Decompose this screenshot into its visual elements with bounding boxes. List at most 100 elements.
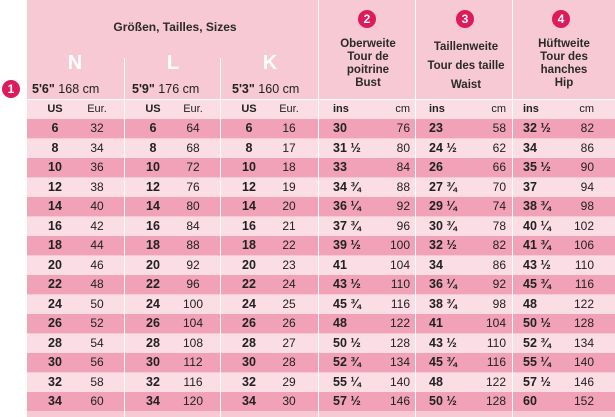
cell-n-eur: 34 — [90, 140, 104, 155]
cell-hip-cm: 152 — [573, 394, 594, 408]
table-row: 20 46 20 92 20 23 41 104 34 86 43 ½ 110 — [27, 255, 615, 275]
cell-waist-cm: 82 — [492, 238, 506, 252]
cell-hip-in: 52 ¾ — [523, 335, 551, 350]
cell-n-us: 16 — [48, 218, 62, 233]
column-divider — [124, 58, 125, 417]
column-header-us: US — [47, 103, 63, 115]
table-row: 8 34 8 68 8 17 31 ½ 80 24 ½ 62 34 86 — [27, 138, 615, 158]
cell-n-eur: 48 — [90, 277, 104, 291]
cell-waist-in: 23 — [429, 121, 443, 135]
cell-k-eur: 30 — [282, 394, 296, 408]
cell-l-eur: 104 — [182, 316, 204, 330]
cell-n-us: 20 — [48, 257, 62, 272]
cell-hip-cm: 146 — [573, 374, 594, 389]
cell-bust-cm: 100 — [389, 238, 410, 252]
table-row: 6 32 6 64 6 16 30 76 23 58 32 ½ 82 — [27, 119, 615, 138]
table-row: 24 50 24 100 24 25 45 ¾ 116 38 ¾ 98 48 122 — [27, 294, 615, 314]
height-n-ft: 5'6" — [32, 82, 55, 96]
hip-caption-line: Hüftweite — [538, 38, 590, 50]
waist-caption-line: Taillenweite — [433, 41, 499, 53]
cell-n-us: 22 — [48, 277, 62, 291]
cell-l-us: 10 — [146, 160, 160, 174]
cell-k-us: 12 — [242, 179, 256, 194]
cell-l-eur: 88 — [186, 238, 200, 252]
cell-n-us: 14 — [48, 199, 62, 213]
left-gutter — [0, 0, 27, 417]
cell-waist-cm: 122 — [485, 374, 506, 389]
cell-waist-in: 29 ¼ — [429, 199, 457, 213]
figure-letter-l: L — [166, 52, 180, 74]
cell-hip-in: 37 — [523, 179, 537, 194]
cell-l-us: 18 — [146, 238, 160, 252]
cell-l-us: 8 — [149, 140, 157, 155]
bust-caption-line: poitrine — [346, 64, 390, 76]
table-row: 16 42 16 84 16 21 37 ¾ 96 30 ¾ 78 40 ¼ 102 — [27, 216, 615, 236]
cell-n-eur: 44 — [90, 238, 104, 252]
chart-title: Größen, Tailles, Sizes — [113, 20, 237, 34]
badge-1: 1 — [2, 80, 20, 98]
cell-l-us: 12 — [146, 179, 160, 194]
cell-k-eur: 24 — [282, 277, 296, 291]
cell-l-eur: 108 — [182, 335, 204, 350]
cell-bust-cm: 92 — [396, 199, 410, 213]
cell-l-eur: 64 — [186, 121, 200, 135]
cell-waist-in: 32 ½ — [429, 238, 457, 252]
cell-waist-in: 50 ½ — [429, 394, 457, 408]
bust-caption-line: Oberweite — [340, 38, 396, 50]
cell-hip-cm: 90 — [580, 160, 594, 174]
cell-l-eur: 100 — [182, 296, 204, 311]
table-row: 22 48 22 96 22 24 43 ½ 110 36 ¼ 92 45 ¾ 116 — [27, 275, 615, 294]
cell-l-eur: 116 — [183, 374, 203, 389]
cell-n-eur: 58 — [90, 374, 104, 389]
cell-k-us: 6 — [245, 121, 253, 135]
cell-k-eur: 29 — [282, 374, 296, 389]
column-divider — [318, 0, 319, 417]
subheader-row: US Eur. US Eur. US Eur. ins cm ins cm ins cm — [27, 100, 615, 119]
badge-3: 3 — [456, 10, 474, 28]
cell-bust-cm: 128 — [389, 335, 410, 350]
cell-hip-in: 57 ½ — [523, 374, 551, 389]
cell-waist-in: 24 ½ — [429, 140, 457, 155]
cell-k-eur: 18 — [282, 160, 296, 174]
cell-waist-in: 34 — [429, 257, 443, 272]
cell-l-us: 34 — [146, 394, 160, 408]
cell-bust-in: 48 — [333, 316, 347, 330]
cell-hip-in: 60 — [523, 394, 537, 408]
cell-bust-cm: 76 — [396, 121, 410, 135]
cell-k-eur: 22 — [282, 238, 296, 252]
cell-n-eur: 46 — [90, 257, 104, 272]
cell-waist-cm: 58 — [492, 121, 506, 135]
cell-hip-in: 35 ½ — [523, 160, 551, 174]
cell-waist-in: 26 — [429, 160, 443, 174]
cell-waist-cm: 92 — [492, 277, 506, 291]
cell-k-us: 20 — [242, 257, 256, 272]
cell-hip-cm: 116 — [574, 277, 594, 291]
cell-l-eur: 68 — [186, 140, 200, 155]
cell-l-us: 28 — [146, 335, 160, 350]
cell-waist-cm: 86 — [492, 257, 506, 272]
figure-letter-k: K — [262, 52, 278, 74]
cell-hip-cm: 86 — [580, 140, 594, 155]
cell-bust-in: 30 — [333, 121, 347, 135]
column-header-cm: cm — [395, 103, 410, 115]
cell-hip-cm: 94 — [580, 179, 594, 194]
cell-waist-cm: 74 — [492, 199, 506, 213]
cell-waist-cm: 62 — [492, 140, 506, 155]
hip-caption-line: Hip — [554, 77, 574, 89]
column-header-eur: Eur. — [87, 103, 107, 115]
cell-bust-in: 36 ¼ — [333, 199, 361, 213]
cell-l-eur: 112 — [183, 355, 203, 369]
cell-bust-cm: 116 — [390, 296, 410, 311]
cell-n-eur: 56 — [90, 355, 104, 369]
cell-waist-cm: 78 — [492, 218, 506, 233]
cell-bust-cm: 96 — [396, 218, 410, 233]
cell-hip-cm: 122 — [573, 296, 594, 311]
cell-n-eur: 38 — [90, 179, 104, 194]
waist-caption-line: Tour des taille — [427, 60, 505, 72]
cell-k-eur: 27 — [282, 335, 296, 350]
cell-n-us: 10 — [48, 160, 62, 174]
cell-k-us: 14 — [242, 199, 256, 213]
cell-k-eur: 21 — [282, 218, 296, 233]
badge-4: 4 — [552, 10, 570, 28]
cell-k-us: 10 — [242, 160, 256, 174]
